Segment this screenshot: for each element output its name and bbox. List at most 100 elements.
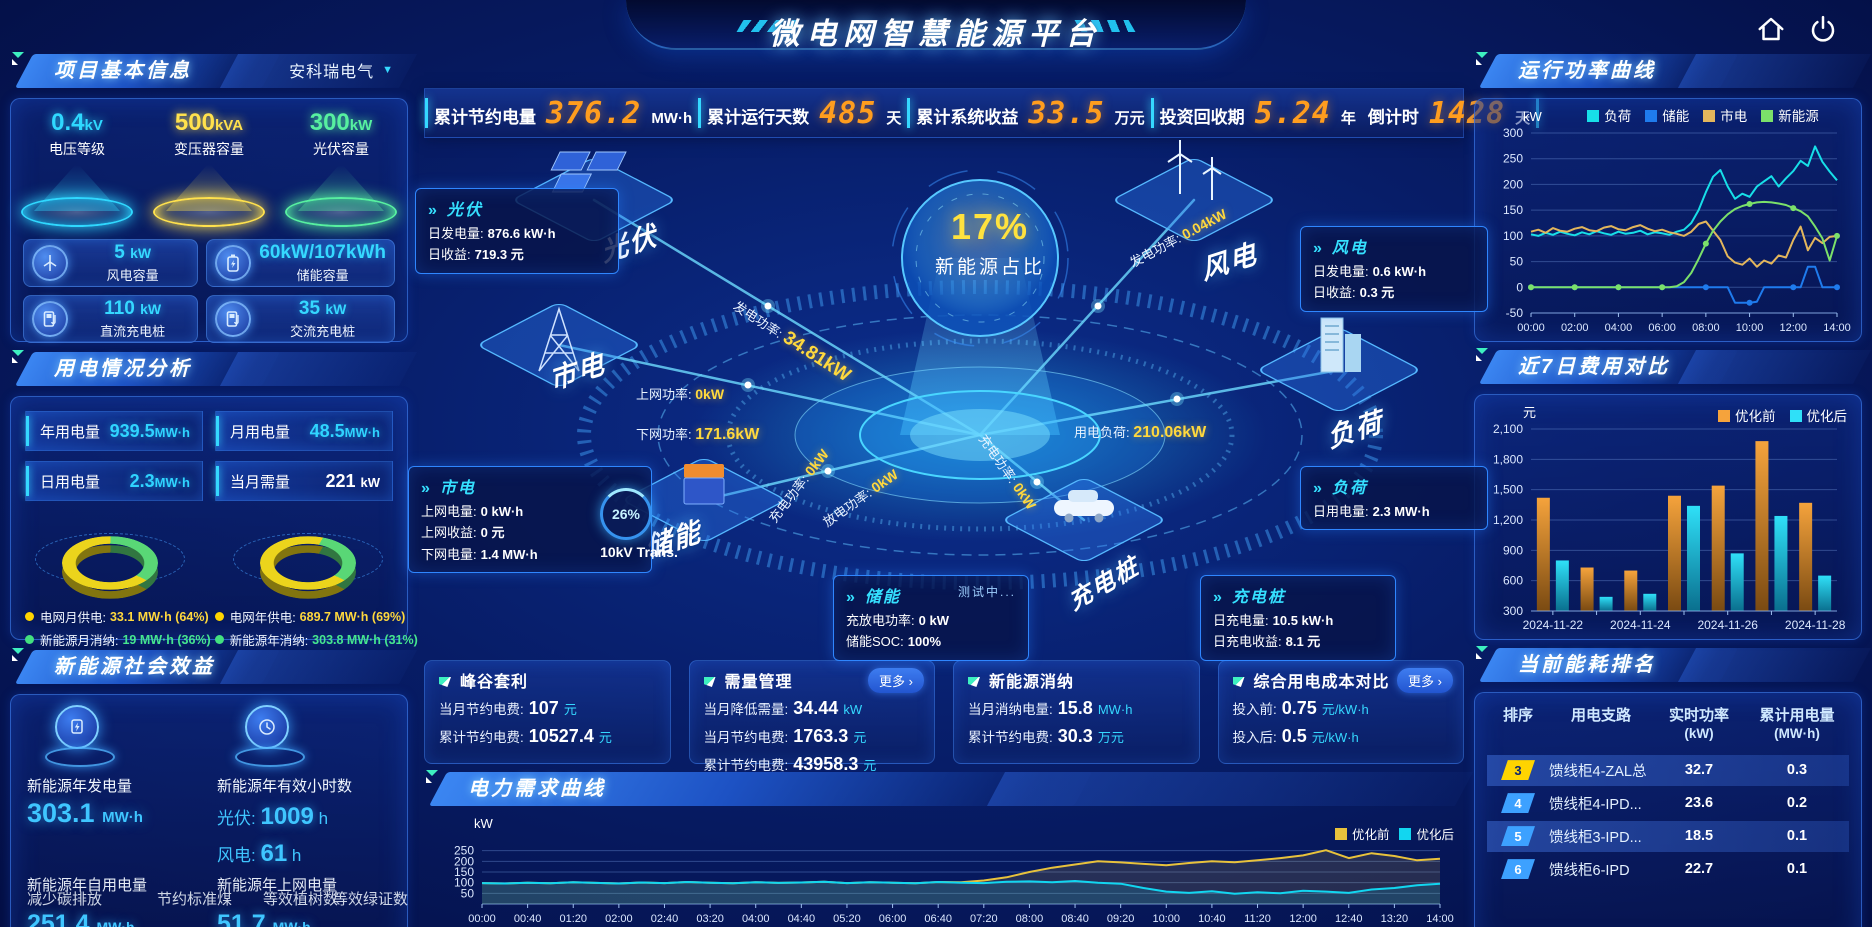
svg-text:kW: kW bbox=[1523, 109, 1543, 124]
svg-text:14:00: 14:00 bbox=[1426, 913, 1454, 925]
more-button[interactable]: 更多 › bbox=[1397, 668, 1453, 693]
svg-text:1,800: 1,800 bbox=[1493, 452, 1523, 466]
svg-text:02:40: 02:40 bbox=[651, 913, 679, 925]
legend-grid-month: 电网月供电: 33.1 MW·h (64%) bbox=[25, 607, 211, 626]
svg-text:0: 0 bbox=[1516, 280, 1523, 294]
panel-title: 近7日费用对比 bbox=[1518, 356, 1671, 378]
status-badge: 测试中... bbox=[957, 585, 1016, 599]
svg-text:06:00: 06:00 bbox=[1648, 322, 1676, 334]
kpi-saved-energy: 累计节约电量 376.2 MW·h bbox=[434, 95, 693, 131]
svg-text:150: 150 bbox=[454, 865, 474, 879]
table-row[interactable]: 5 馈线柜3-IPD... 18.5 0.1 bbox=[1487, 820, 1849, 852]
svg-text:1,200: 1,200 bbox=[1493, 513, 1523, 527]
table-row[interactable]: 3 馈线柜4-ZAL总 32.7 0.3 bbox=[1487, 754, 1849, 786]
svg-text:2024-11-24: 2024-11-24 bbox=[1610, 618, 1671, 632]
panel-social-benefit: 新能源社会效益 新能源年发电量 303.1 MW·h 新能源年有效小时数 光伏:… bbox=[10, 648, 408, 927]
glow-disc bbox=[152, 197, 265, 227]
svg-text:900: 900 bbox=[1503, 543, 1523, 557]
divider bbox=[425, 98, 428, 128]
home-icon[interactable] bbox=[1756, 14, 1786, 44]
capacity-card-dc-charger: 110 kW 直流充电桩 bbox=[23, 295, 199, 343]
microgrid-topology-diagram: 17% 新能源占比 光伏 风电 市电 储能 充电桩 负荷 光伏 日发电量:876… bbox=[408, 140, 1488, 661]
panel-corner-icon bbox=[1474, 346, 1496, 373]
svg-text:10:00: 10:00 bbox=[1736, 322, 1764, 334]
divider bbox=[907, 98, 911, 128]
svg-text:04:00: 04:00 bbox=[1605, 322, 1633, 334]
svg-text:1,500: 1,500 bbox=[1493, 483, 1523, 497]
capacity-card-storage: 60kW/107kWh 储能容量 bbox=[206, 239, 395, 287]
panel-demand-curve: 电力需求曲线 50 100 150 200 250 kW 00:00 00:40 01:20 02… bbox=[424, 770, 1464, 927]
glow-disc bbox=[20, 197, 133, 227]
info-box-load: 负荷 日用电量:2.3 MW·h bbox=[1300, 466, 1488, 531]
info-box-storage: 测试中...储能 充放电功率:0 kW 储能SOC:100% bbox=[833, 575, 1029, 661]
svg-text:-50: -50 bbox=[1506, 306, 1524, 320]
svg-text:06:40: 06:40 bbox=[924, 913, 952, 925]
svg-text:300: 300 bbox=[1503, 126, 1523, 140]
svg-text:02:00: 02:00 bbox=[1561, 322, 1589, 334]
power-curve-chart: -50 0 50 100 150 200 250 300 kW 00:00 02:00 04:00 06… bbox=[1481, 103, 1853, 337]
clock-icon bbox=[245, 705, 289, 749]
svg-text:07:20: 07:20 bbox=[970, 913, 998, 925]
more-button[interactable]: 更多 › bbox=[868, 668, 924, 693]
flow-grid-export-power: 上网功率: 0kW bbox=[636, 386, 725, 402]
capacity-card-wind: 5 kW 风电容量 bbox=[23, 239, 199, 287]
svg-text:50: 50 bbox=[461, 886, 475, 900]
transformer-load-ratio: 26% bbox=[600, 488, 652, 540]
svg-text:10:40: 10:40 bbox=[1198, 913, 1226, 925]
svg-text:00:40: 00:40 bbox=[514, 913, 542, 925]
donut-month-supply bbox=[35, 513, 185, 605]
card-demand-management: 需量管理 更多 › 当月降低需量: 34.44 kW 当月节约电费: 1763.3 元 … bbox=[688, 660, 935, 774]
benefit-effective-hours: 新能源年有效小时数 光伏: 1009 h 风电: 61 h bbox=[211, 705, 401, 872]
stat-year-usage: 年用电量 939.5MW·h bbox=[25, 411, 203, 451]
panel-title: 当前能耗排名 bbox=[1518, 654, 1656, 676]
svg-text:05:20: 05:20 bbox=[833, 913, 861, 925]
flow-load-power: 用电负荷: 210.06kW bbox=[1074, 424, 1207, 441]
rank-badge: 4 bbox=[1501, 793, 1535, 814]
light-cone bbox=[297, 163, 384, 211]
svg-text:kW: kW bbox=[474, 816, 494, 831]
stat-day-usage: 日用电量 2.3MW·h bbox=[25, 461, 203, 501]
spotlight-pv-capacity: 300kW 光伏容量 bbox=[276, 109, 407, 227]
rank-badge: 5 bbox=[1501, 826, 1535, 847]
panel-corner-icon bbox=[10, 646, 32, 673]
svg-text:02:00: 02:00 bbox=[605, 913, 633, 925]
panel-corner-icon bbox=[10, 348, 32, 375]
spotlight-voltage: 0.4kV 电压等级 bbox=[12, 109, 143, 227]
panel-energy-ranking: 当前能耗排名 排序 用电支路 实时功率 (kW) 累计用电量 (MW·h) 3 馈线… bbox=[1474, 646, 1862, 927]
panel-usage-analysis: 用电情况分析 年用电量 939.5MW·h 月用电量 48.5MW·h 日用电量… bbox=[10, 350, 418, 648]
panel-title: 用电情况分析 bbox=[54, 358, 192, 380]
page-title: 微电网智慧能源平台 bbox=[769, 18, 1103, 51]
panel-corner-icon bbox=[1474, 644, 1496, 671]
svg-text:14:00: 14:00 bbox=[1823, 322, 1851, 334]
charger-icon bbox=[215, 301, 252, 337]
panel-title: 新能源社会效益 bbox=[54, 656, 215, 678]
svg-text:01:20: 01:20 bbox=[559, 913, 587, 925]
power-icon[interactable] bbox=[1808, 14, 1838, 44]
transformer-label: 10kV Trans. bbox=[600, 544, 678, 560]
spotlight-transformer: 500kVA 变压器容量 bbox=[144, 109, 275, 227]
panel-title: 项目基本信息 bbox=[54, 60, 192, 82]
svg-text:08:00: 08:00 bbox=[1692, 322, 1720, 334]
svg-text:2,100: 2,100 bbox=[1493, 422, 1523, 436]
svg-text:元: 元 bbox=[1523, 405, 1536, 420]
card-peak-valley-arbitrage: 峰谷套利 当月节约电费: 107 元 累计节约电费: 10527.4 元 bbox=[424, 660, 671, 764]
header-swoosh bbox=[626, 0, 1246, 50]
table-row[interactable]: 6 馈线柜6-IPD 22.7 0.1 bbox=[1487, 854, 1849, 885]
svg-text:04:00: 04:00 bbox=[742, 913, 770, 925]
svg-text:300: 300 bbox=[1503, 604, 1523, 618]
info-box-grid: 市电 上网电量:0 kW·h 上网收益:0 元 下网电量:1.4 MW·h bbox=[408, 466, 652, 574]
renewable-ratio: 17% 新能源占比 bbox=[934, 206, 1045, 278]
wind-turbine-icon bbox=[32, 245, 68, 281]
panel-title: 电力需求曲线 bbox=[468, 778, 606, 800]
table-row[interactable]: 4 馈线柜4-IPD... 23.6 0.2 bbox=[1487, 788, 1849, 819]
svg-text:600: 600 bbox=[1503, 574, 1523, 588]
stat-month-usage: 月用电量 48.5MW·h bbox=[215, 411, 393, 451]
company-select[interactable]: 安科瑞电气 ▼ bbox=[289, 64, 394, 81]
svg-text:2024-11-28: 2024-11-28 bbox=[1785, 618, 1846, 632]
flow-grid-import-power: 下网功率: 171.6kW bbox=[636, 426, 760, 443]
svg-text:100: 100 bbox=[1503, 229, 1523, 243]
svg-text:13:20: 13:20 bbox=[1381, 913, 1409, 925]
charger-icon bbox=[32, 301, 68, 337]
capacity-card-ac-charger: 35 kW 交流充电桩 bbox=[206, 295, 395, 343]
